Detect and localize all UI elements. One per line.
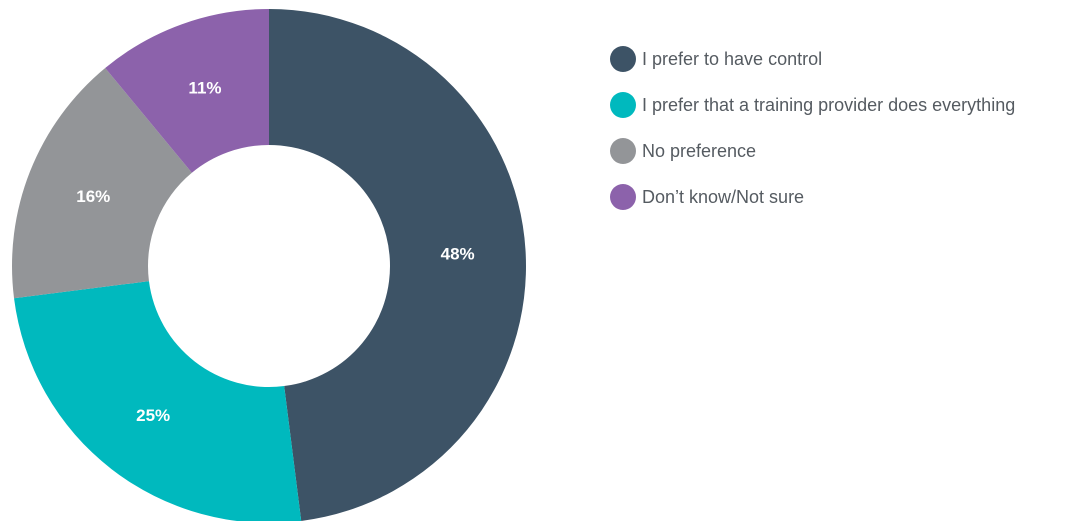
legend-item: No preference: [610, 136, 1070, 166]
legend-label: Don’t know/Not sure: [642, 186, 805, 207]
legend-label: I prefer to have control: [642, 48, 823, 69]
legend-swatch: [610, 46, 636, 72]
slice-value-label: 11%: [188, 79, 221, 98]
slice-value-label: 48%: [441, 245, 475, 264]
slice-value-label: 16%: [76, 187, 110, 206]
legend-item: I prefer to have control: [610, 44, 1070, 74]
legend-swatch: [610, 184, 636, 210]
legend-swatch: [610, 92, 636, 118]
legend-swatch: [610, 138, 636, 164]
legend-label: I prefer that a training provider does e…: [642, 94, 1016, 115]
slice-i-prefer-that-a-training-provider-does-everything: [14, 281, 302, 521]
slice-no-preference: [11, 67, 192, 299]
legend-label: No preference: [642, 140, 757, 161]
slice-value-label: 25%: [136, 406, 170, 425]
legend-item: I prefer that a training provider does e…: [610, 90, 1070, 120]
donut-chart: 48% 25% 16% 11%: [11, 8, 526, 521]
slice-don-t-know-not-sure: [105, 8, 269, 173]
slice-i-prefer-to-have-control: [269, 9, 526, 521]
legend-item: Don’t know/Not sure: [610, 182, 1070, 212]
chart-legend: I prefer to have control I prefer that a …: [610, 44, 1070, 228]
